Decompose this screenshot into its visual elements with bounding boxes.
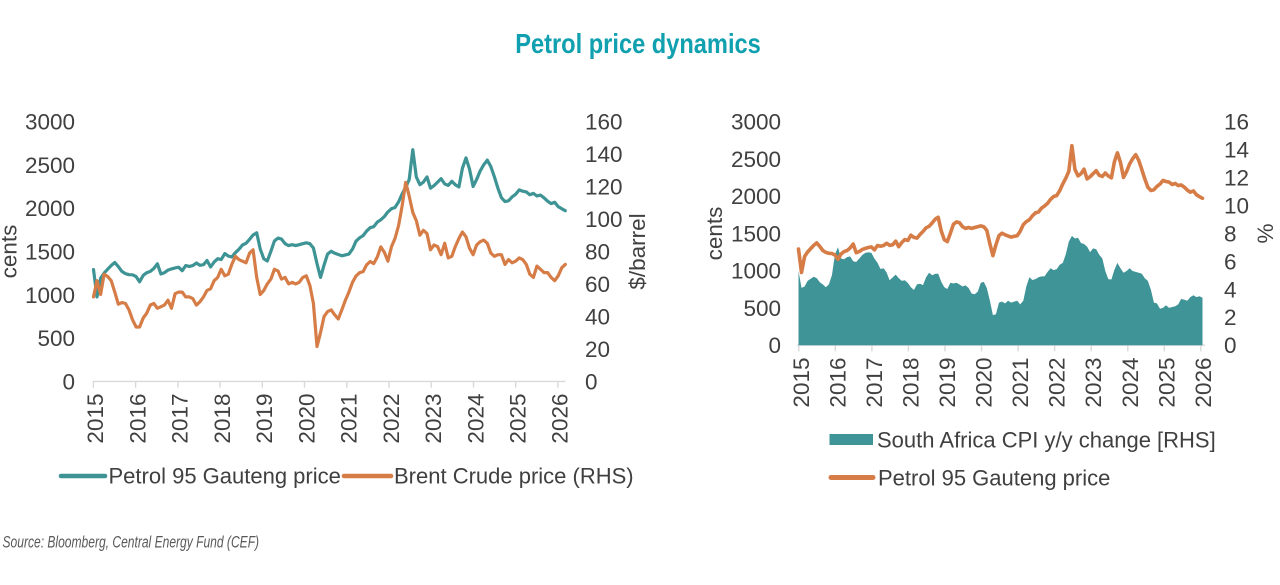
svg-text:2015: 2015 xyxy=(83,394,108,444)
svg-text:2023: 2023 xyxy=(421,394,446,444)
svg-text:2016: 2016 xyxy=(125,394,150,444)
svg-text:2018: 2018 xyxy=(210,394,235,444)
svg-text:2019: 2019 xyxy=(252,394,277,444)
svg-text:12: 12 xyxy=(1224,165,1249,190)
svg-text:2023: 2023 xyxy=(1081,358,1106,408)
svg-text:$/barrel: $/barrel xyxy=(625,213,650,289)
svg-text:14: 14 xyxy=(1224,138,1249,163)
svg-text:120: 120 xyxy=(585,175,623,200)
svg-text:2000: 2000 xyxy=(731,184,781,209)
svg-text:160: 160 xyxy=(585,110,623,135)
svg-text:2015: 2015 xyxy=(789,358,814,408)
svg-text:1500: 1500 xyxy=(731,221,781,246)
svg-text:2025: 2025 xyxy=(1154,358,1179,408)
svg-text:0: 0 xyxy=(62,369,75,394)
svg-text:0: 0 xyxy=(585,369,598,394)
svg-text:2025: 2025 xyxy=(506,394,531,444)
svg-text:Petrol 95 Gauteng price: Petrol 95 Gauteng price xyxy=(878,466,1110,491)
svg-text:10: 10 xyxy=(1224,193,1249,218)
svg-text:500: 500 xyxy=(37,326,75,351)
svg-text:2500: 2500 xyxy=(731,147,781,172)
svg-text:2024: 2024 xyxy=(463,394,488,444)
svg-text:16: 16 xyxy=(1224,110,1249,135)
svg-text:6: 6 xyxy=(1224,249,1237,274)
svg-text:South Africa CPI y/y change [R: South Africa CPI y/y change [RHS] xyxy=(877,428,1216,453)
svg-text:2016: 2016 xyxy=(825,358,850,408)
svg-text:8: 8 xyxy=(1224,221,1237,246)
svg-text:2020: 2020 xyxy=(972,358,997,408)
svg-text:2026: 2026 xyxy=(548,394,573,444)
svg-text:1000: 1000 xyxy=(731,259,781,284)
svg-text:2021: 2021 xyxy=(337,394,362,444)
svg-text:4: 4 xyxy=(1224,277,1237,302)
svg-text:2019: 2019 xyxy=(935,358,960,408)
svg-text:40: 40 xyxy=(585,304,610,329)
svg-text:1500: 1500 xyxy=(25,239,75,264)
svg-text:140: 140 xyxy=(585,142,623,167)
svg-text:100: 100 xyxy=(585,207,623,232)
svg-text:500: 500 xyxy=(743,296,781,321)
svg-text:60: 60 xyxy=(585,272,610,297)
svg-text:%: % xyxy=(1253,223,1278,243)
svg-text:2024: 2024 xyxy=(1118,358,1143,408)
svg-text:Petrol price dynamics: Petrol price dynamics xyxy=(515,29,761,59)
svg-text:3000: 3000 xyxy=(731,110,781,135)
svg-text:2000: 2000 xyxy=(25,196,75,221)
svg-text:0: 0 xyxy=(1224,333,1237,358)
svg-text:2022: 2022 xyxy=(1045,358,1070,408)
svg-text:1000: 1000 xyxy=(25,283,75,308)
svg-text:cents: cents xyxy=(0,225,22,279)
svg-text:Source: Bloomberg, Central Ene: Source: Bloomberg, Central Energy Fund (… xyxy=(3,534,260,552)
svg-text:20: 20 xyxy=(585,337,610,362)
svg-text:Petrol 95 Gauteng price: Petrol 95 Gauteng price xyxy=(109,464,341,489)
svg-text:cents: cents xyxy=(702,207,727,261)
svg-text:2018: 2018 xyxy=(898,358,923,408)
svg-text:0: 0 xyxy=(768,333,781,358)
svg-text:2021: 2021 xyxy=(1008,358,1033,408)
svg-text:2022: 2022 xyxy=(379,394,404,444)
svg-text:2020: 2020 xyxy=(294,394,319,444)
svg-text:2017: 2017 xyxy=(168,394,193,444)
svg-text:80: 80 xyxy=(585,239,610,264)
svg-text:2: 2 xyxy=(1224,305,1237,330)
svg-text:2017: 2017 xyxy=(862,358,887,408)
svg-text:2500: 2500 xyxy=(25,153,75,178)
svg-text:Brent Crude price (RHS): Brent Crude price (RHS) xyxy=(394,464,634,489)
svg-text:3000: 3000 xyxy=(25,110,75,135)
svg-text:2026: 2026 xyxy=(1191,358,1216,408)
